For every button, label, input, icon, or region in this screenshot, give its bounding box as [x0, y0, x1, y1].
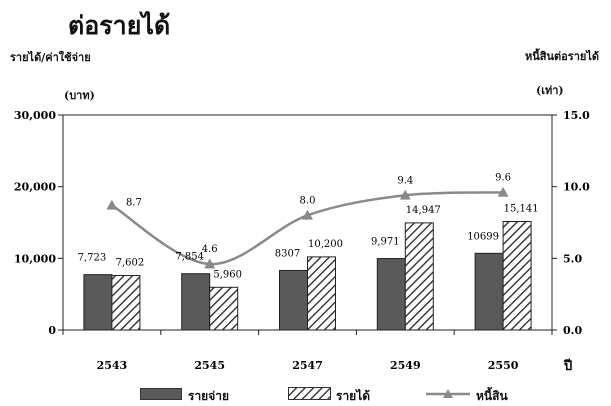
right-axis-unit: (เท่า) — [536, 84, 564, 97]
x-axis-tick-label: 2545 — [194, 359, 225, 372]
x-axis-tick-label: 2550 — [488, 359, 519, 372]
bar-income — [111, 275, 141, 331]
bar-expense — [474, 252, 504, 331]
data-label-expense: 7,854 — [175, 252, 204, 263]
bar-expense — [181, 273, 211, 331]
x-axis-tick-label: 2543 — [97, 359, 128, 372]
data-label-debt: 9.4 — [397, 175, 413, 186]
legend-swatch-expense — [140, 388, 182, 400]
left-axis-tick-label: 10,000 — [14, 252, 56, 265]
left-axis-tick-label: 0 — [48, 324, 56, 337]
data-label-expense: 10699 — [467, 231, 499, 242]
right-axis-tick-label: 15.0 — [563, 109, 590, 122]
legend-label-debt: หนี้สิน — [476, 389, 508, 403]
right-axis-label: หนี้สินต่อรายได้ — [525, 50, 599, 63]
point-debt — [106, 199, 118, 210]
point-debt — [302, 209, 313, 220]
point-debt — [204, 258, 216, 269]
chart-legend: รายจ่าย รายได้ หนี้สิน — [140, 384, 560, 404]
chart-title: ต่อรายได้ — [68, 11, 171, 40]
point-debt — [497, 186, 509, 197]
left-axis-tick-label: 20,000 — [14, 181, 56, 194]
bar-expense — [279, 269, 308, 331]
data-label-income: 10,200 — [308, 239, 343, 250]
data-label-expense: 7,723 — [78, 253, 107, 264]
legend-swatch-income — [288, 387, 331, 400]
data-label-income: 5,960 — [213, 269, 242, 280]
left-axis-tick-label: 30,000 — [14, 109, 56, 122]
data-label-income: 14,947 — [406, 205, 441, 216]
x-axis-tick-label: 2547 — [292, 359, 323, 372]
data-label-income: 7,602 — [116, 258, 145, 269]
x-axis-label: ปี — [563, 358, 572, 374]
data-label-expense: 9,971 — [371, 237, 400, 248]
point-debt — [399, 189, 411, 200]
legend-label-expense: รายจ่าย — [188, 389, 230, 403]
data-label-income: 15,141 — [504, 203, 539, 214]
bar-expense — [376, 258, 406, 331]
right-axis-tick-label: 10.0 — [563, 181, 590, 194]
left-axis-label: รายได้/ค่าใช้จ่าย — [10, 51, 91, 64]
data-label-expense: 8307 — [275, 248, 300, 259]
bar-income — [307, 256, 336, 331]
data-label-debt: 4.6 — [202, 244, 218, 255]
right-axis-tick-label: 5.0 — [563, 252, 582, 265]
left-axis-unit: (บาท) — [64, 89, 95, 102]
data-label-debt: 8.7 — [126, 197, 142, 208]
legend-swatch-debt — [426, 389, 470, 398]
data-label-debt: 8.0 — [300, 195, 316, 206]
bar-expense — [83, 274, 113, 331]
data-label-debt: 9.6 — [495, 172, 511, 183]
bar-income — [209, 286, 239, 331]
legend-label-income: รายได้ — [336, 389, 371, 403]
bar-income — [502, 220, 532, 331]
right-axis-tick-label: 0.0 — [563, 324, 582, 337]
bar-income — [404, 222, 434, 331]
x-axis-tick-label: 2549 — [390, 359, 421, 372]
